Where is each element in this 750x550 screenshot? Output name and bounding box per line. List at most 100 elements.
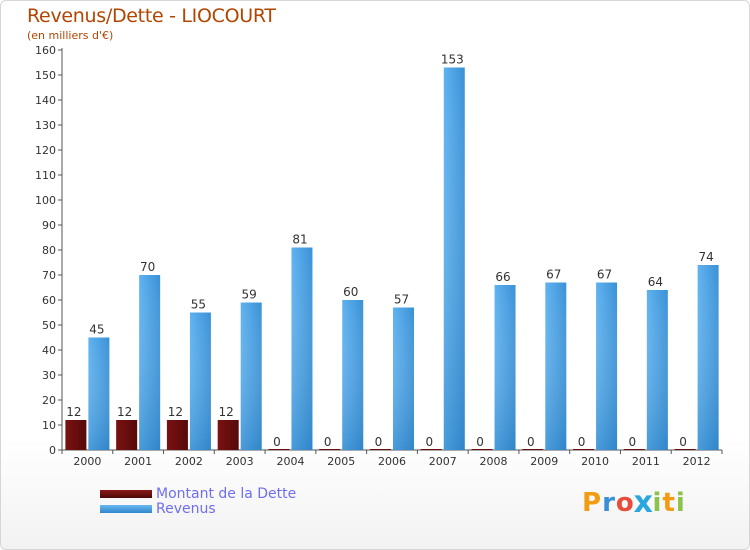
- bar-revenus-shade: [494, 285, 516, 450]
- bar-dette: [319, 449, 341, 450]
- y-tick-label: 30: [42, 369, 56, 382]
- data-label-dette: 12: [117, 405, 132, 419]
- x-tick-label: 2000: [73, 455, 101, 468]
- data-label-revenus: 81: [292, 233, 307, 247]
- logo-letter: x: [633, 485, 654, 521]
- data-label-revenus: 59: [242, 288, 257, 302]
- x-tick-label: 2003: [226, 455, 254, 468]
- bar-revenus-shade: [443, 67, 465, 450]
- data-label-dette: 0: [679, 435, 687, 449]
- data-label-revenus: 74: [698, 250, 713, 264]
- bar-dette: [217, 420, 239, 450]
- bar-revenus-shade: [646, 290, 668, 450]
- y-tick-label: 50: [42, 319, 56, 332]
- x-tick-label: 2005: [327, 455, 355, 468]
- data-label-revenus: 55: [191, 298, 206, 312]
- y-tick-label: 140: [35, 94, 56, 107]
- y-tick-label: 130: [35, 119, 56, 132]
- x-tick-label: 2004: [276, 455, 304, 468]
- chart-title: Revenus/Dette - LIOCOURT: [27, 5, 276, 27]
- data-label-dette: 0: [629, 435, 637, 449]
- data-label-revenus: 64: [648, 275, 663, 289]
- x-tick-label: 2011: [632, 455, 660, 468]
- data-label-revenus: 45: [89, 323, 104, 337]
- y-tick-label: 120: [35, 144, 56, 157]
- x-tick-label: 2009: [530, 455, 558, 468]
- bar-dette: [522, 449, 544, 450]
- y-tick-label: 90: [42, 219, 56, 232]
- x-tick-label: 2012: [683, 455, 711, 468]
- proxiti-logo: Proxiti: [582, 485, 686, 521]
- bar-dette: [268, 449, 290, 450]
- logo-letter: o: [615, 488, 635, 518]
- bar-dette: [471, 449, 493, 450]
- data-label-dette: 0: [324, 435, 332, 449]
- chart-subtitle: (en milliers d'€): [27, 29, 114, 42]
- bar-dette: [573, 449, 595, 450]
- y-tick-label: 0: [49, 444, 56, 457]
- y-tick-label: 40: [42, 344, 56, 357]
- y-tick-label: 20: [42, 394, 56, 407]
- data-label-dette: 0: [476, 435, 484, 449]
- data-label-dette: 0: [425, 435, 433, 449]
- bar-revenus-shade: [291, 247, 313, 450]
- logo-letter: t: [662, 488, 676, 518]
- data-label-dette: 0: [273, 435, 281, 449]
- y-tick-label: 60: [42, 294, 56, 307]
- data-label-revenus: 60: [343, 285, 358, 299]
- y-tick-label: 110: [35, 169, 56, 182]
- x-tick-label: 2010: [581, 455, 609, 468]
- data-label-dette: 12: [168, 405, 183, 419]
- bar-revenus-shade: [545, 282, 567, 450]
- data-label-dette: 0: [375, 435, 383, 449]
- legend-swatch-dette: [100, 489, 152, 498]
- bar-revenus-shade: [596, 282, 618, 450]
- logo-letter: P: [582, 488, 603, 518]
- logo-letter: r: [602, 488, 616, 518]
- bar-revenus-shade: [189, 312, 211, 450]
- y-tick-label: 100: [35, 194, 56, 207]
- x-tick-label: 2001: [124, 455, 152, 468]
- legend-item-dette: Montant de la Dette: [100, 485, 297, 502]
- legend-swatch-revenus: [100, 504, 152, 513]
- legend-label-dette: Montant de la Dette: [156, 485, 297, 502]
- data-label-dette: 0: [578, 435, 586, 449]
- x-tick-label: 2008: [480, 455, 508, 468]
- x-tick-label: 2007: [429, 455, 457, 468]
- data-label-revenus: 67: [546, 268, 561, 282]
- bar-revenus-shade: [88, 337, 110, 450]
- bar-dette: [674, 449, 696, 450]
- logo-letter: i: [675, 488, 686, 518]
- data-label-revenus: 70: [140, 260, 155, 274]
- x-tick-label: 2002: [175, 455, 203, 468]
- bar-revenus-shade: [697, 265, 719, 450]
- data-label-revenus: 67: [597, 268, 612, 282]
- bar-dette: [370, 449, 391, 450]
- data-label-revenus: 57: [394, 293, 409, 307]
- bar-revenus-shade: [240, 302, 262, 450]
- bar-dette: [116, 420, 138, 450]
- bar-dette: [166, 420, 188, 450]
- logo-letter: i: [652, 488, 663, 518]
- bar-revenus-shade: [139, 275, 161, 450]
- y-tick-label: 150: [35, 69, 56, 82]
- y-tick-label: 70: [42, 269, 56, 282]
- legend-label-revenus: Revenus: [156, 500, 216, 517]
- data-label-revenus: 66: [495, 270, 510, 284]
- bar-dette: [65, 420, 87, 450]
- y-tick-label: 160: [35, 44, 56, 57]
- legend-item-revenus: Revenus: [100, 500, 296, 517]
- data-label-dette: 12: [219, 405, 234, 419]
- data-label-dette: 12: [66, 405, 81, 419]
- bar-dette: [420, 449, 442, 450]
- y-tick-label: 80: [42, 244, 56, 257]
- legend: Montant de la Dette Revenus: [100, 485, 297, 517]
- x-tick-label: 2006: [378, 455, 406, 468]
- y-tick-label: 10: [42, 419, 56, 432]
- bar-revenus-shade: [342, 300, 364, 450]
- bar-dette: [623, 449, 645, 450]
- data-label-dette: 0: [527, 435, 535, 449]
- data-label-revenus: 153: [441, 53, 464, 67]
